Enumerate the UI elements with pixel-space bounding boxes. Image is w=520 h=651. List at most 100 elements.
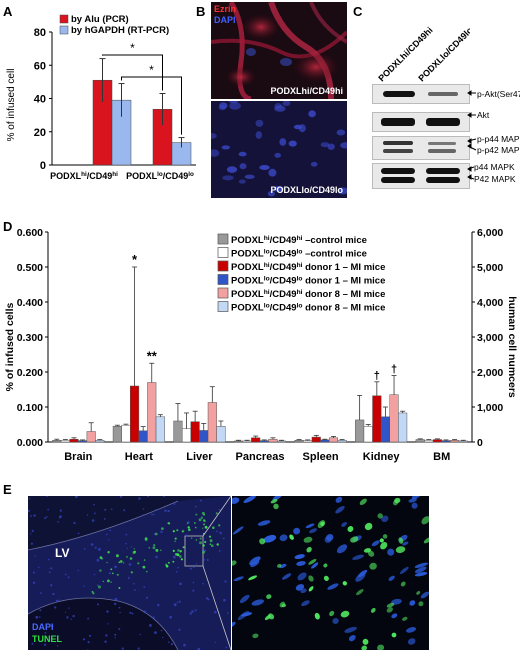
chart-d-legend-label: PODXLhi/CD49hi –control mice: [231, 235, 367, 247]
chart-a-ytick-label: 80: [34, 27, 46, 39]
chart-d-y2tick-label: 5,000: [477, 262, 503, 274]
micrograph-ezrin-high: Ezrin DAPI PODXLhi/CD49hi: [211, 2, 347, 99]
tunel-label: TUNEL: [32, 634, 62, 644]
chart-d-sig-star: *: [132, 252, 138, 267]
chart-d-legend-label: PODXLhi/CD49hi donor 1 – MI mice: [231, 262, 385, 274]
chart-d-bar: [328, 437, 339, 443]
chart-d-bar: [311, 436, 321, 443]
chart-d-bar: [216, 426, 226, 443]
ezrin-label: Ezrin: [214, 4, 237, 14]
chart-a-ytick-label: 40: [34, 94, 46, 106]
chart-d-bar: [147, 382, 157, 443]
chart-d-y2label: human cell numcers: [506, 296, 518, 398]
chart-d-bar: [389, 394, 399, 443]
chart-d-bar: [69, 438, 79, 443]
chart-d-legend-swatch: [217, 301, 229, 312]
chart-d-category-label: Liver: [186, 451, 213, 463]
chart-d-legend-label: PODXLlo/CD49lo donor 1 – MI mice: [231, 275, 385, 287]
chart-d-bar: [432, 439, 442, 443]
chart-d-y2tick-label: 3,000: [477, 332, 503, 344]
blot-arrows: [467, 90, 477, 180]
chart-d-ylabel: % of infused cells: [4, 302, 16, 391]
chart-d-bar: [242, 440, 252, 443]
chart-d-bar: [294, 440, 304, 443]
chart-d-ytick-label: 0.200: [17, 367, 43, 379]
chart-a-legend-swatch: [59, 25, 69, 35]
chart-d-bar: [320, 439, 330, 443]
chart-d-legend-swatch: [217, 260, 229, 272]
panel-label-b: B: [196, 4, 206, 19]
label-p42: P42 MAPK: [474, 174, 516, 184]
chart-d-y2tick-label: 2,000: [477, 367, 503, 379]
label-p-p44: p-p44 MAPK: [477, 134, 520, 144]
chart-d-ytick-label: 0.400: [17, 297, 43, 309]
panel-label-e: E: [3, 482, 12, 497]
label-p44: p44 MAPK: [474, 162, 515, 172]
chart-a-legend-label: by hGAPDH (RT-PCR): [71, 25, 169, 36]
chart-d-bar: [458, 440, 468, 443]
chart-d-bar: [233, 440, 244, 443]
label-p-p42: p-p42 MAPK: [477, 145, 520, 155]
chart-d-legend-swatch: [217, 287, 229, 299]
blot-mapk: [372, 163, 470, 189]
chart-a: % of infused cell 0 20 40 60 80 PODXLhi/CD49h…: [6, 14, 196, 182]
chart-d-category-label: Kidney: [363, 451, 401, 463]
caption-high: PODXLhi/CD49hi: [270, 86, 343, 96]
chart-d-bar: [251, 437, 261, 443]
chart-d-bar: [60, 440, 70, 443]
chart-d-bar: [424, 440, 434, 443]
chart-d-bar: [355, 419, 365, 443]
chart-d-legend-label: PODXLlo/CD49lo donor 8 – MI mice: [231, 302, 385, 314]
chart-d-sig-dagger: †: [391, 364, 397, 376]
chart-d-sig-dagger: †: [374, 370, 380, 382]
blot-p-akt: [372, 84, 470, 104]
chart-d-bar: [86, 431, 96, 443]
chart-d-ytick-label: 0.600: [17, 227, 43, 239]
lv-label: LV: [55, 546, 70, 560]
chart-d-bar: [130, 385, 140, 443]
chart-d-bar: [415, 439, 425, 443]
chart-d-bar: [95, 440, 105, 443]
chart-a-sig-star: *: [130, 41, 135, 55]
chart-a-ytick-label: 20: [34, 127, 46, 139]
chart-d-legend-label: PODXLhi/CD49hi donor 8 – MI mice: [231, 289, 385, 301]
panel-label-a: A: [3, 4, 13, 19]
chart-a-sig-star: *: [149, 63, 154, 77]
caption-low: PODXLlo/CD49lo: [270, 185, 343, 195]
chart-d-bar: [52, 440, 62, 443]
chart-d-bar: [450, 440, 460, 443]
chart-d-legend-swatch: [217, 247, 229, 258]
chart-d-ytick-label: 0.300: [17, 332, 43, 344]
lane-labels: PODXLhi/CD49hi PODXLlo/CD49lo: [376, 25, 470, 84]
chart-a-ylabel: % of infused cell: [6, 69, 17, 142]
chart-a-category-label: PODXLlo/CD49lo: [126, 171, 194, 182]
chart-d-y2tick-label: 0: [477, 437, 483, 449]
chart-d-ytick-label: 0.000: [17, 437, 43, 449]
chart-d-category-label: Pancreas: [236, 451, 285, 463]
chart-d-bar: [363, 426, 373, 443]
chart-d-bar: [398, 412, 408, 443]
chart-a-category-label: PODXLhi/CD49hi: [50, 171, 118, 182]
chart-d-legend-label: PODXLlo/CD49lo –control mice: [231, 248, 367, 260]
panel-label-c: C: [353, 4, 363, 19]
chart-d-ytick-label: 0.100: [17, 402, 43, 414]
chart-d-bar: [190, 421, 200, 443]
chart-d-bar: [372, 395, 382, 443]
chart-d-category-label: Heart: [125, 451, 153, 463]
chart-d-category-label: BM: [433, 451, 450, 463]
chart-d-bar: [138, 430, 148, 443]
blot-p-mapk: [372, 136, 470, 160]
chart-d-bar: [380, 416, 390, 443]
chart-d-bar: [199, 430, 209, 443]
chart-d: % of infused cells human cell numcers 0.…: [4, 227, 518, 463]
chart-a-ytick-label: 60: [34, 60, 46, 72]
label-p-akt: p-Akt(Ser473): [477, 89, 520, 99]
chart-d-bar: [441, 440, 451, 443]
chart-d-bar: [155, 416, 165, 443]
dapi-label-e: DAPI: [32, 622, 54, 632]
micrograph-tunel-overview: LV DAPI TUNEL: [28, 496, 231, 650]
zoom-lines: [202, 496, 232, 650]
chart-d-bar: [259, 440, 269, 443]
chart-d-y2tick-label: 1,000: [477, 402, 503, 414]
chart-a-sig-bracket: [102, 54, 163, 91]
